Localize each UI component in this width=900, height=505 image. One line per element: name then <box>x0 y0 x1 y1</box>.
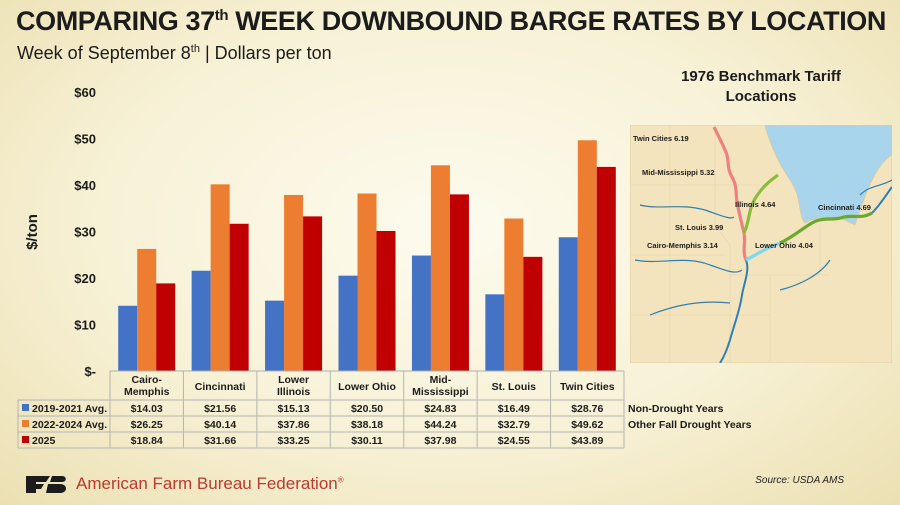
bar <box>485 294 505 371</box>
bar <box>430 165 450 371</box>
data-label: $15.13 <box>278 403 310 415</box>
y-tick-label: $40 <box>74 178 96 193</box>
map-title: 1976 Benchmark Tariff Locations <box>681 68 841 105</box>
bar <box>523 256 543 371</box>
category-label: Memphis <box>124 386 170 398</box>
illinois-river <box>742 173 779 234</box>
map-label-st-louis: St. Louis 3.99 <box>675 223 723 232</box>
map-label-mid-mississippi: Mid-Mississippi 5.32 <box>642 168 715 177</box>
bar <box>303 216 323 371</box>
bar <box>504 218 524 371</box>
bar <box>357 193 377 371</box>
cincinnati-segment <box>779 211 873 245</box>
bar <box>210 184 230 371</box>
bar <box>156 283 176 371</box>
map-labels: Twin Cities 6.19 Mid-Mississippi 5.32 Il… <box>633 134 871 250</box>
legend-swatch <box>22 420 29 427</box>
y-tick-label: $10 <box>74 318 96 333</box>
data-label: $14.03 <box>131 403 163 415</box>
organization-name: American Farm Bureau Federation® <box>76 474 344 493</box>
data-label: $24.55 <box>498 435 530 447</box>
source-note: Source: USDA AMS <box>755 475 844 486</box>
category-label: Illinois <box>277 386 310 398</box>
legend-swatch <box>22 436 29 443</box>
data-label: $31.66 <box>204 435 236 447</box>
y-tick-label: $30 <box>74 225 96 240</box>
page-subtitle: Week of September 8th | Dollars per ton <box>17 43 332 63</box>
data-label: $37.98 <box>424 435 456 447</box>
category-label: Lower <box>278 374 309 386</box>
data-label: $37.86 <box>278 419 310 431</box>
map-label-cairo-memphis: Cairo-Memphis 3.14 <box>647 241 719 250</box>
bar <box>191 270 211 371</box>
twin-cities-segment <box>712 126 740 208</box>
bar <box>577 140 597 371</box>
lower-ohio-segment <box>745 241 781 262</box>
bar <box>596 166 616 371</box>
category-label: Cincinnati <box>195 381 246 393</box>
bar <box>376 230 396 371</box>
map-label-twin-cities: Twin Cities 6.19 <box>633 134 689 143</box>
category-label: Mid- <box>430 374 452 386</box>
bar <box>449 194 469 371</box>
bar <box>137 248 157 371</box>
bar <box>411 255 431 371</box>
data-label: $30.11 <box>351 435 383 447</box>
data-label: $40.14 <box>204 419 236 431</box>
footer: FB American Farm Bureau Federation® <box>24 472 344 496</box>
data-label: $21.56 <box>204 403 236 415</box>
legend-label: 2025 <box>32 435 56 447</box>
y-axis-label: $/ton <box>24 214 41 250</box>
legend-label: 2019-2021 Avg. <box>32 403 107 415</box>
series-note: Other Fall Drought Years <box>628 419 752 431</box>
y-tick-label: $60 <box>74 85 96 100</box>
map-label-lower-ohio: Lower Ohio 4.04 <box>755 241 814 250</box>
st-louis-segment <box>742 232 748 261</box>
svg-text:FB: FB <box>24 474 26 475</box>
lower-mississippi-river <box>719 259 749 363</box>
data-label: $28.76 <box>571 403 603 415</box>
state-borders <box>630 125 830 363</box>
category-label: Mississippi <box>412 386 469 398</box>
y-tick-label: $- <box>84 364 96 379</box>
data-label: $33.25 <box>278 435 310 447</box>
map-label-illinois: Illinois 4.64 <box>735 200 776 209</box>
data-label: $26.25 <box>131 419 163 431</box>
minor-rivers <box>634 179 892 316</box>
page-title: COMPARING 37th WEEK DOWNBOUND BARGE RATE… <box>16 6 886 36</box>
y-tick-label: $20 <box>74 271 96 286</box>
bar <box>558 237 578 371</box>
map-label-cincinnati: Cincinnati 4.69 <box>818 203 871 212</box>
data-label: $18.84 <box>131 435 163 447</box>
data-label: $44.24 <box>424 419 456 431</box>
bar <box>229 223 249 371</box>
series-note: Non-Drought Years <box>628 403 724 415</box>
river-map: Twin Cities 6.19 Mid-Mississippi 5.32 Il… <box>630 125 892 363</box>
data-label: $32.79 <box>498 419 530 431</box>
data-label: $49.62 <box>571 419 603 431</box>
data-label: $43.89 <box>571 435 603 447</box>
category-label: Cairo- <box>132 374 163 386</box>
data-label: $16.49 <box>498 403 530 415</box>
y-tick-label: $50 <box>74 132 96 147</box>
data-label: $38.18 <box>351 419 383 431</box>
data-label: $24.83 <box>424 403 456 415</box>
bar <box>265 300 285 371</box>
category-label: Lower Ohio <box>338 381 396 393</box>
bar <box>118 305 138 371</box>
legend-label: 2022-2024 Avg. <box>32 419 107 431</box>
category-label: Twin Cities <box>560 381 615 393</box>
upper-ohio-river <box>871 186 892 214</box>
afbf-logo: FB <box>24 474 66 493</box>
category-label: St. Louis <box>492 381 536 393</box>
data-label: $20.50 <box>351 403 383 415</box>
bar <box>338 275 358 371</box>
bar <box>284 194 304 371</box>
legend-swatch <box>22 404 29 411</box>
